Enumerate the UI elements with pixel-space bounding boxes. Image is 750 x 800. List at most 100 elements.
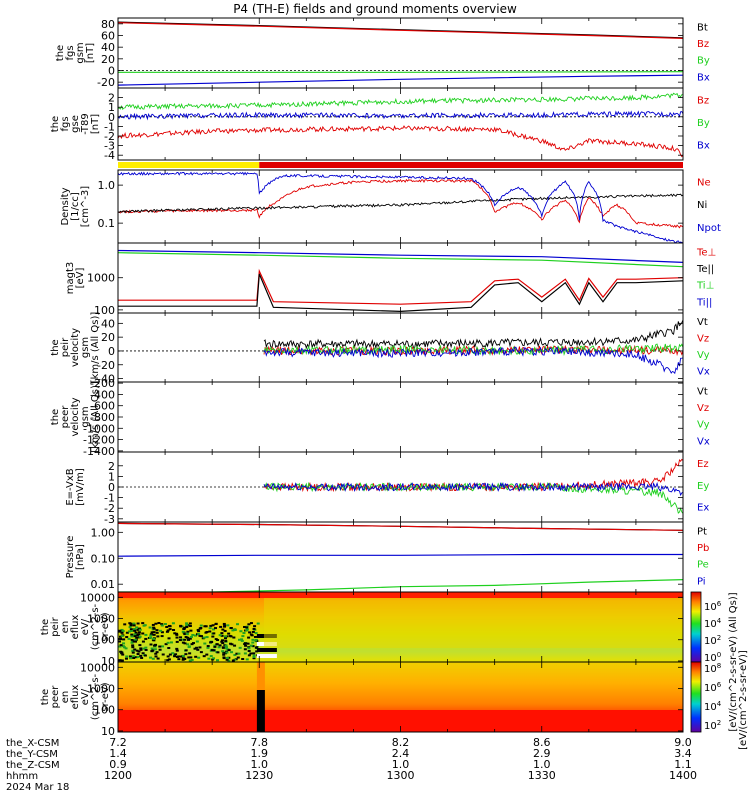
spectrogram-cell [234,658,238,661]
spectrogram-cell [197,630,201,633]
x-tick-label: 1.0 [533,758,551,771]
spectrogram-cell [152,631,156,634]
spectrogram-cell [124,647,128,650]
y-tick-label: 40 [101,317,115,330]
spectrogram-cell [211,658,215,661]
spectrogram-cell [199,651,203,654]
y-tick-label: -1400 [83,445,115,458]
series-bz [117,22,684,39]
panel-fgs_dsl [117,87,684,161]
x-axis-row-label: the_X-CSM [6,738,59,749]
spectrogram-cell [160,635,164,638]
spectrogram-cell [152,637,156,640]
spectrogram-cell [224,635,228,638]
spectrogram-cell [247,623,251,626]
spectrogram-cell [252,657,256,660]
y-tick-label: 1.00 [91,526,116,539]
spectrogram-cell [241,658,245,661]
date-label: 2024 Mar 18 [6,782,69,793]
spectrogram-cell [220,632,224,635]
x-tick-label: 7.8 [251,736,269,749]
y-axis-label: the [55,45,66,61]
y-axis-label: the [50,116,61,132]
series-bx [117,74,684,86]
spectrogram-cell [140,656,144,659]
legend-vz: Vz [697,334,709,345]
x-tick-label: 2.4 [392,747,410,760]
y-tick-label: 1000 [87,272,115,285]
spectrogram-cell [166,659,170,662]
spectrogram-cell [218,634,222,637]
legend-bz: Bz [697,95,709,106]
spectrogram-cell [122,642,126,645]
colorbar-tick-label: 104 [704,617,722,630]
spectrogram-cell [144,637,148,640]
spectrogram-cell [232,636,236,639]
spectrogram-cell [156,635,160,638]
spectrogram-cell [120,659,124,662]
spectrogram-cell [133,648,137,651]
spectrogram-cell [154,622,158,625]
spectrogram-cell [173,655,177,658]
spectrogram-cell [135,626,139,629]
spectrogram-cell [247,636,251,639]
legend-ne: Ne [697,177,711,188]
spectrogram-cell [151,623,155,626]
legend-vy: Vy [697,420,710,431]
y-axis-label: (cm^2-s- [90,673,101,720]
spectrogram-cell [153,648,157,651]
panel-peir_eflux [117,591,684,663]
spectrogram-cell [120,628,124,631]
spectrogram-cell [149,636,153,639]
spectrogram-cell [118,635,122,638]
spectrogram-cell [128,626,132,629]
spectrogram-cell [120,631,124,634]
spectrogram-cell [151,657,155,660]
spectrogram-cell [130,639,134,642]
panel-frame [117,381,684,453]
spectrogram-cell [181,654,185,657]
spectrogram-cell [135,649,139,652]
series-by [117,92,683,110]
spectrogram-cell [175,636,179,639]
y-tick-label: 10000 [80,661,115,674]
y-axis-label: [eV] [75,268,86,289]
legend-bt: Bt [697,22,708,33]
spectrogram-cell [127,630,131,633]
spectrogram-cell [227,659,231,662]
y-tick-label: 1 [108,101,115,114]
spectrogram-cell [137,627,141,630]
spectrogram-cell [188,624,192,627]
y-axis-label: [cm^-3] [80,186,91,227]
spectrogram-cell [236,623,240,626]
y-axis-label: eV/ [80,688,91,705]
spectrogram-cell [198,627,202,630]
spectrogram-cell [218,644,222,647]
spectrogram-cell [253,635,257,638]
spectrogram-band [256,654,277,658]
x-tick-label: 1.1 [674,758,692,771]
spectrogram-cell [118,645,122,648]
spectrogram-cell [191,633,195,636]
spectrogram-band [263,598,683,648]
spectrogram-cell [223,625,227,628]
x-tick-label: 1300 [387,769,415,782]
spectrogram-cell [134,631,138,634]
legend-by: By [697,118,710,129]
spectrogram-cell [132,628,136,631]
y-tick-label: 100 [94,304,115,317]
spectrogram-cell [161,653,165,656]
y-axis-label: eflux [70,685,81,710]
spectrogram-cell [129,657,133,660]
spectrogram-cell [222,653,226,656]
spectrogram-cell [183,633,187,636]
series-pi [117,553,683,557]
legend-vz: Vz [697,403,709,414]
spectrogram-cell [241,635,245,638]
colorbar-tick-label: 106 [704,600,722,613]
spectrogram-cell [154,655,158,658]
y-axis-label: gse [70,115,81,133]
panel-frame [117,17,684,89]
spectrogram-cell [245,629,249,632]
